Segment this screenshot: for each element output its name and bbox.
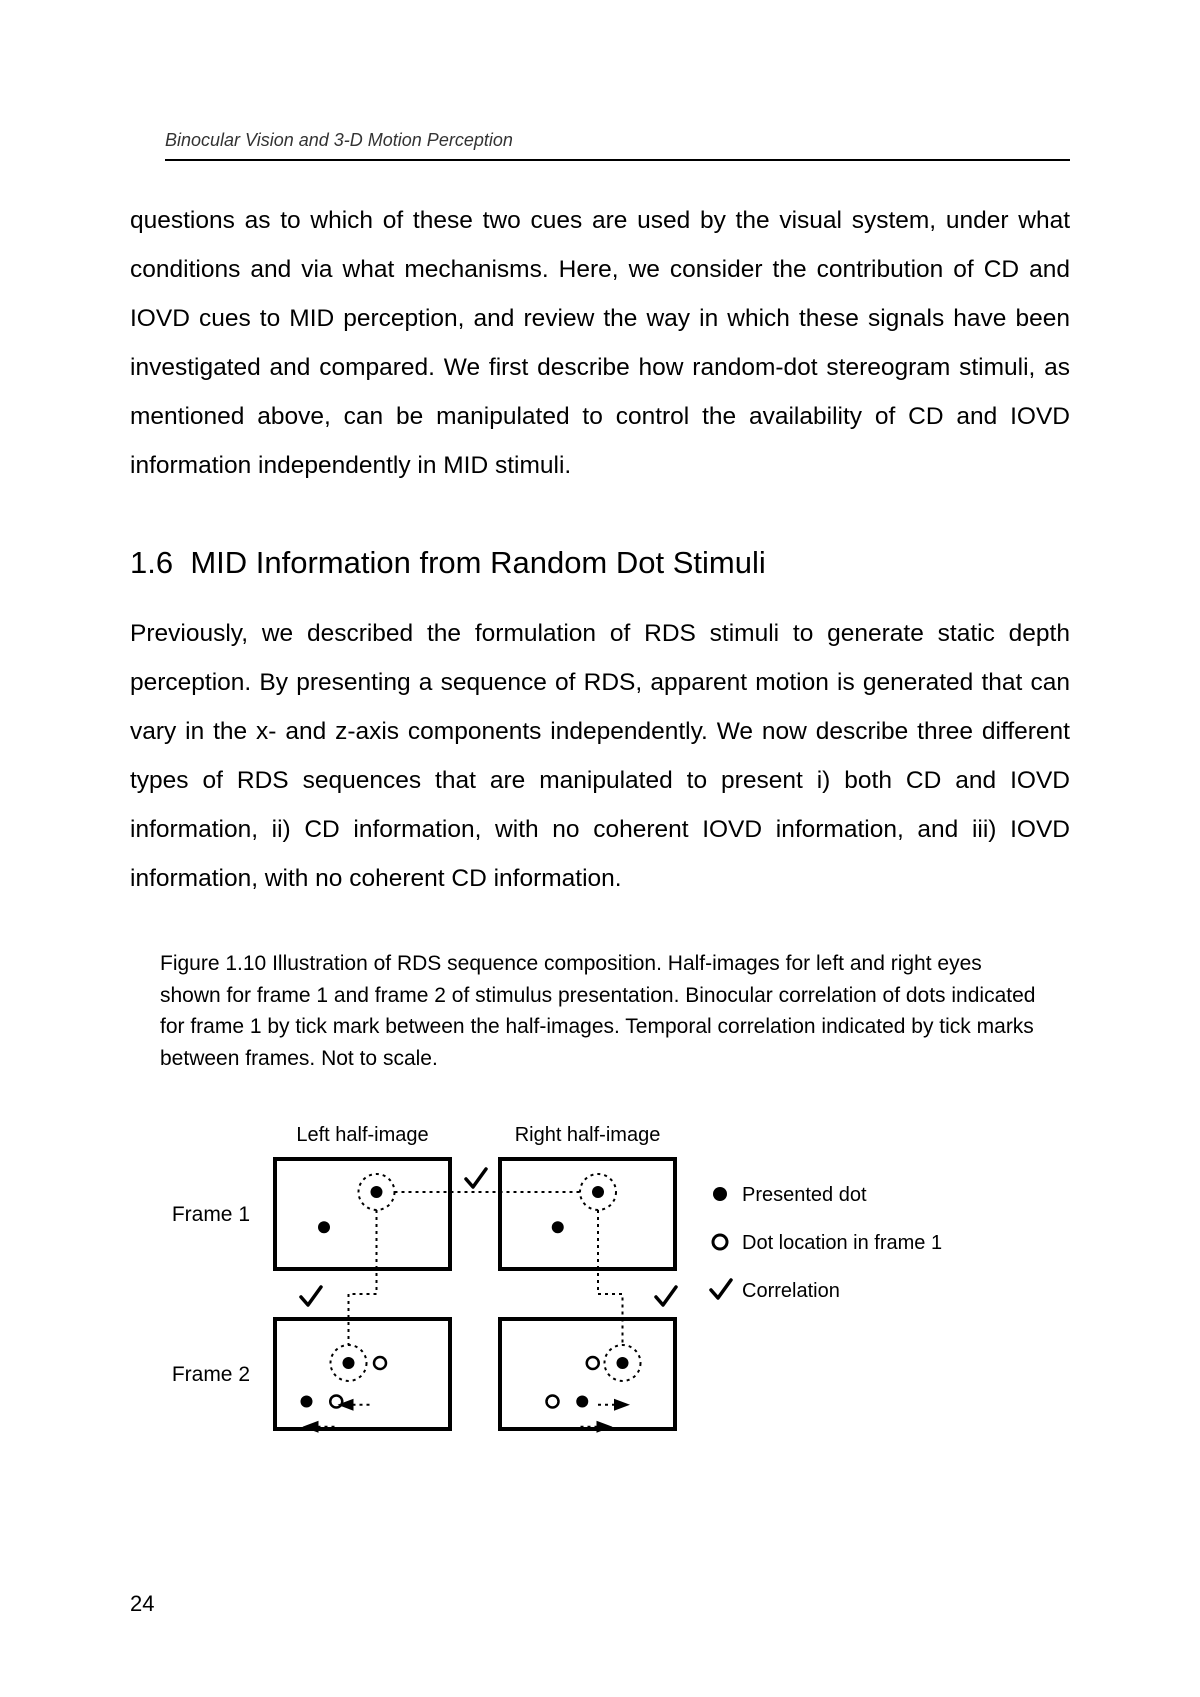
svg-text:Correlation: Correlation: [742, 1280, 840, 1302]
svg-text:Frame 1: Frame 1: [172, 1203, 250, 1226]
figure-diagram: Left half-image Right half-image Frame 1 Fr…: [130, 1104, 1070, 1484]
figure-caption-text: Illustration of RDS sequence composition…: [160, 952, 1035, 1070]
body-paragraph-2: Previously, we described the formulation…: [130, 609, 1070, 903]
running-header: Binocular Vision and 3-D Motion Percepti…: [165, 130, 1070, 161]
svg-text:Right half-image: Right half-image: [515, 1124, 661, 1146]
svg-text:Dot location in frame 1: Dot location in frame 1: [742, 1232, 942, 1254]
section-heading: 1.6 MID Information from Random Dot Stim…: [130, 545, 1070, 581]
figure-label: Figure 1.10: [160, 952, 266, 975]
figure-caption: Figure 1.10 Illustration of RDS sequence…: [160, 948, 1040, 1074]
svg-text:Presented dot: Presented dot: [742, 1184, 867, 1206]
section-title: MID Information from Random Dot Stimuli: [190, 545, 765, 580]
svg-text:Frame 2: Frame 2: [172, 1363, 250, 1386]
page-number: 24: [130, 1591, 154, 1617]
body-paragraph-1: questions as to which of these two cues …: [130, 196, 1070, 490]
section-number: 1.6: [130, 545, 173, 580]
svg-text:Left half-image: Left half-image: [296, 1124, 428, 1146]
